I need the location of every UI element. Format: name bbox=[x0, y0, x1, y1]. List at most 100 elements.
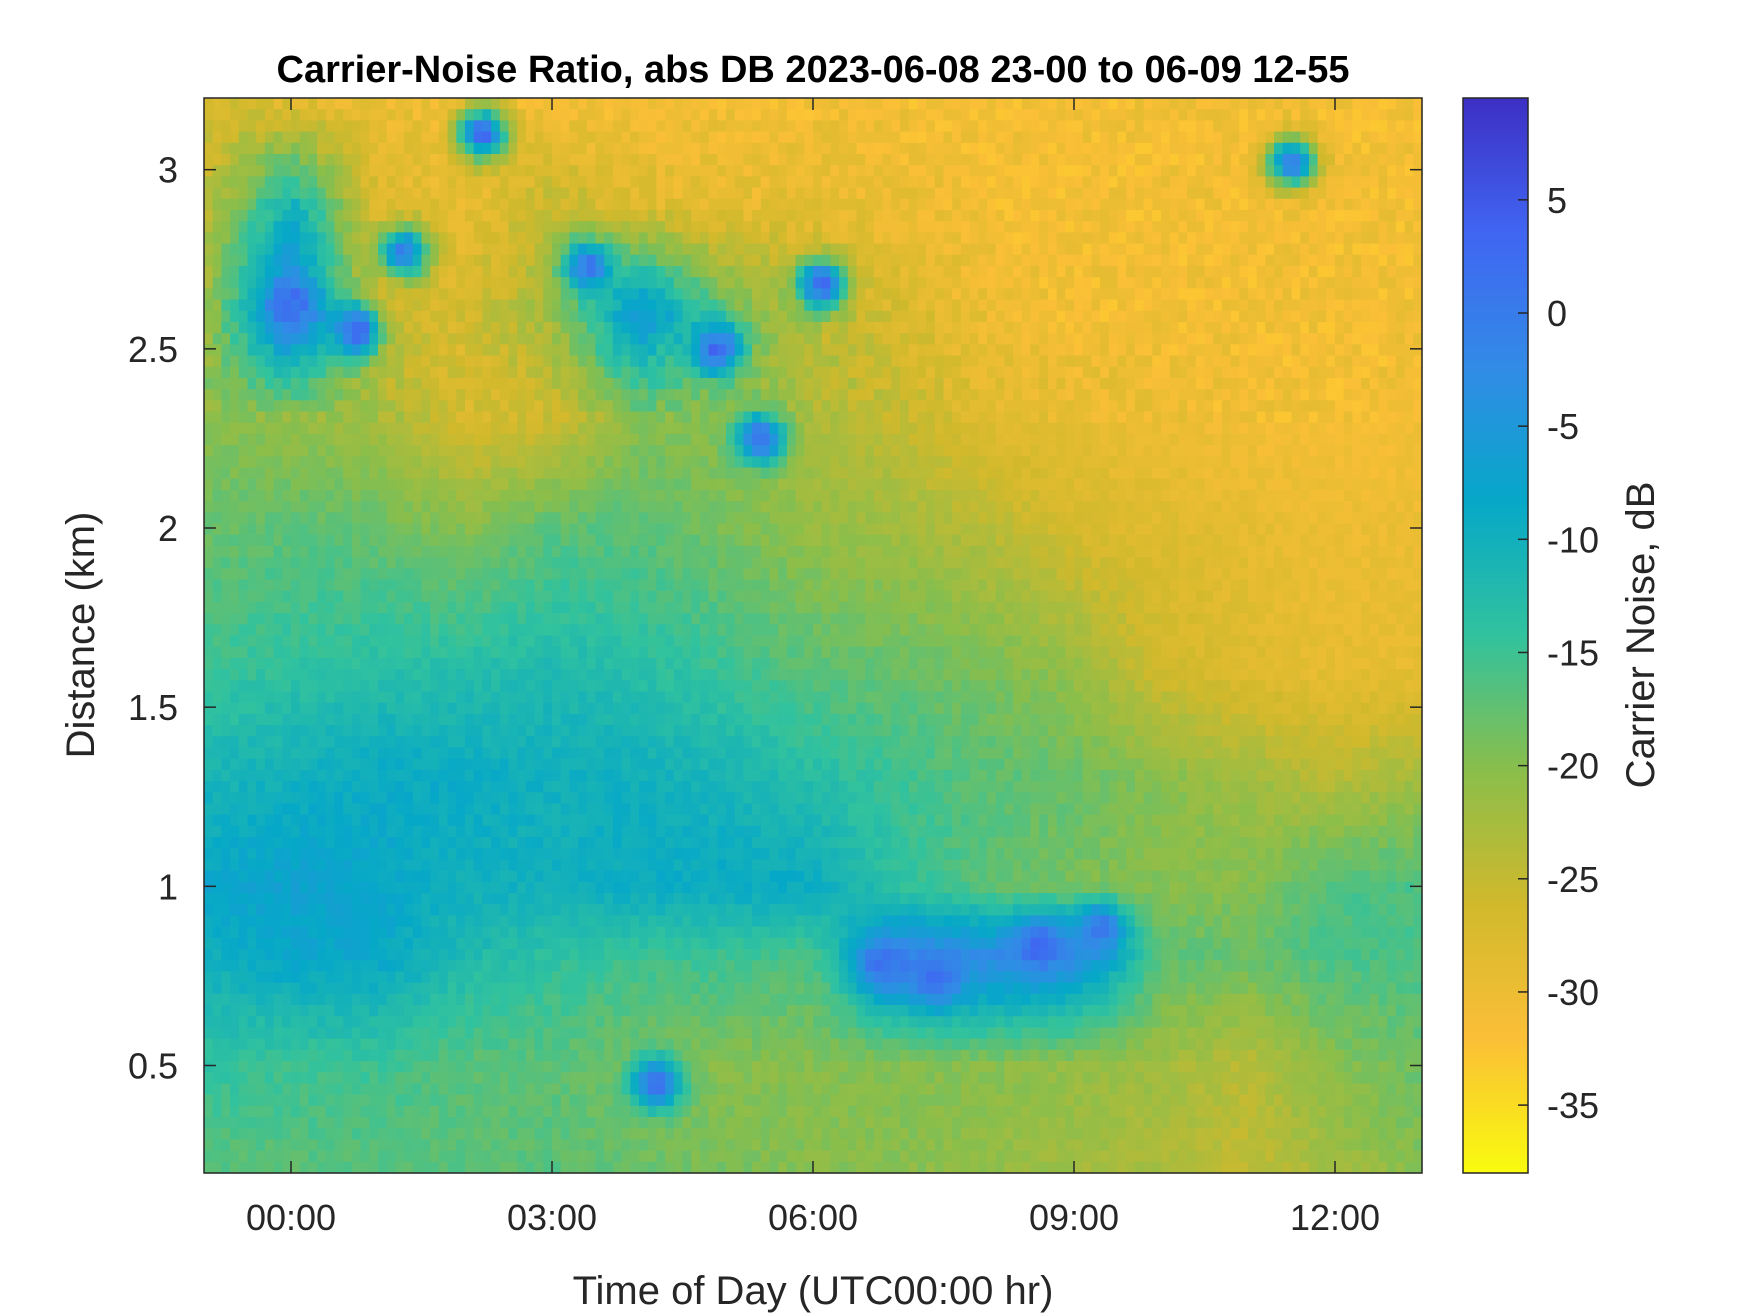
heatmap-cell bbox=[995, 467, 1005, 480]
heatmap-cell bbox=[612, 400, 623, 413]
heatmap-cell bbox=[1256, 355, 1266, 368]
heatmap-cell bbox=[438, 254, 449, 267]
heatmap-cell bbox=[873, 187, 884, 200]
heatmap-cell bbox=[1378, 433, 1388, 446]
heatmap-cell bbox=[934, 344, 945, 357]
heatmap-cell bbox=[1143, 109, 1153, 121]
heatmap-cell bbox=[221, 299, 231, 312]
heatmap-cell bbox=[456, 333, 466, 345]
heatmap-cell bbox=[1282, 153, 1293, 166]
heatmap-cell bbox=[708, 333, 718, 345]
heatmap-cell bbox=[421, 445, 431, 457]
heatmap-cell bbox=[473, 366, 483, 379]
heatmap-cell bbox=[752, 131, 762, 144]
heatmap-cell bbox=[987, 467, 997, 480]
heatmap-cell bbox=[404, 366, 414, 379]
heatmap-cell bbox=[1117, 445, 1127, 457]
heatmap-cell bbox=[1013, 232, 1023, 245]
heatmap-cell bbox=[647, 389, 657, 401]
heatmap-cell bbox=[499, 153, 510, 166]
heatmap-cell bbox=[995, 310, 1005, 323]
heatmap-cell bbox=[334, 310, 344, 323]
heatmap-cell bbox=[813, 310, 823, 323]
heatmap-cell bbox=[1326, 478, 1336, 491]
heatmap-cell bbox=[821, 377, 831, 390]
heatmap-cell bbox=[1221, 131, 1232, 144]
heatmap-cell bbox=[1056, 98, 1066, 110]
heatmap-cell bbox=[456, 422, 466, 435]
heatmap-cell bbox=[1047, 254, 1058, 267]
heatmap-cell bbox=[1152, 98, 1162, 110]
heatmap-cell bbox=[1239, 422, 1249, 435]
heatmap-cell bbox=[1204, 433, 1214, 446]
heatmap-cell bbox=[612, 142, 623, 155]
heatmap-cell bbox=[1369, 478, 1380, 491]
heatmap-cell bbox=[508, 109, 518, 121]
heatmap-cell bbox=[1291, 265, 1301, 278]
heatmap-cell bbox=[1187, 254, 1197, 267]
heatmap-cell bbox=[943, 109, 953, 121]
heatmap-cell bbox=[421, 288, 431, 301]
heatmap-cell bbox=[1065, 411, 1075, 424]
heatmap-cell bbox=[299, 321, 309, 334]
heatmap-cell bbox=[1117, 411, 1127, 424]
heatmap-cell bbox=[1134, 310, 1145, 323]
heatmap-cell bbox=[369, 366, 379, 379]
heatmap-cell bbox=[560, 489, 570, 502]
heatmap-cell bbox=[247, 433, 257, 446]
heatmap-cell bbox=[212, 333, 222, 345]
heatmap-cell bbox=[726, 98, 736, 110]
heatmap-cell bbox=[1369, 333, 1380, 345]
heatmap-cell bbox=[917, 98, 927, 110]
heatmap-cell bbox=[430, 142, 440, 155]
heatmap-cell bbox=[473, 456, 483, 469]
heatmap-cell bbox=[1239, 153, 1249, 166]
heatmap-cell bbox=[395, 310, 405, 323]
heatmap-cell bbox=[378, 445, 388, 457]
heatmap-cell bbox=[1230, 344, 1240, 357]
heatmap-cell bbox=[856, 120, 866, 133]
heatmap-cell bbox=[726, 433, 736, 446]
heatmap-cell bbox=[1082, 445, 1092, 457]
heatmap-cell bbox=[943, 254, 953, 267]
heatmap-cell bbox=[847, 456, 858, 469]
heatmap-cell bbox=[813, 321, 823, 334]
heatmap-cell bbox=[821, 165, 831, 177]
heatmap-cell bbox=[830, 232, 840, 245]
heatmap-cell bbox=[891, 389, 901, 401]
heatmap-cell bbox=[273, 389, 283, 401]
heatmap-cell bbox=[1300, 109, 1310, 121]
heatmap-cell bbox=[639, 299, 649, 312]
heatmap-cell bbox=[499, 456, 510, 469]
heatmap-cell bbox=[795, 153, 805, 166]
heatmap-cell bbox=[343, 98, 353, 110]
heatmap-cell bbox=[499, 221, 510, 233]
heatmap-cell bbox=[1204, 120, 1214, 133]
heatmap-cell bbox=[299, 456, 309, 469]
heatmap-cell bbox=[543, 120, 553, 133]
heatmap-cell bbox=[1021, 344, 1032, 357]
heatmap-cell bbox=[612, 221, 623, 233]
heatmap-cell bbox=[230, 198, 240, 211]
heatmap-cell bbox=[969, 209, 979, 222]
heatmap-cell bbox=[1352, 377, 1362, 390]
heatmap-cell bbox=[204, 221, 214, 233]
heatmap-cell bbox=[856, 232, 866, 245]
heatmap-cell bbox=[1413, 400, 1423, 413]
heatmap-cell bbox=[1387, 389, 1397, 401]
heatmap-cell bbox=[1100, 232, 1110, 245]
heatmap-cell bbox=[1335, 232, 1345, 245]
heatmap-cell bbox=[1065, 254, 1075, 267]
heatmap-cell bbox=[1256, 153, 1266, 166]
heatmap-cell bbox=[943, 321, 953, 334]
heatmap-cell bbox=[1343, 467, 1353, 480]
heatmap-cell bbox=[1013, 433, 1023, 446]
heatmap-cell bbox=[1004, 478, 1014, 491]
heatmap-cell bbox=[1074, 355, 1084, 368]
heatmap-cell bbox=[1317, 209, 1327, 222]
heatmap-cell bbox=[230, 232, 240, 245]
heatmap-cell bbox=[1256, 209, 1266, 222]
heatmap-cell bbox=[1274, 165, 1284, 177]
heatmap-cell bbox=[1065, 120, 1075, 133]
heatmap-cell bbox=[908, 445, 918, 457]
